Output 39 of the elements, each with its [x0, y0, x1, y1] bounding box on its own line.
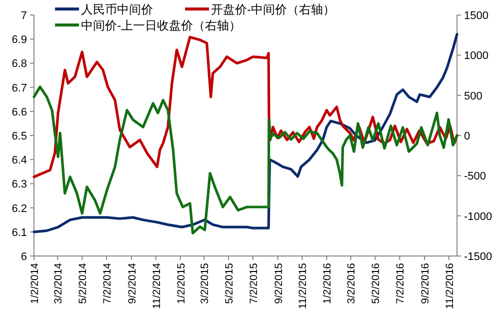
x-tick-label: 1/2/2016 — [322, 262, 334, 304]
x-tick-label: 1/2/2014 — [29, 262, 41, 304]
x-tick-label: 1/2/2015 — [175, 262, 188, 304]
x-tick-label: 9/2/2015 — [272, 262, 285, 304]
x-tick-label: 5/2/2016 — [370, 262, 382, 304]
x-tick-label: 9/2/2016 — [420, 262, 432, 304]
y2-tick-label: 0 — [464, 130, 470, 142]
y2-tick-label: -1000 — [464, 210, 492, 223]
x-tick-label: 3/2/2015 — [199, 262, 211, 304]
y-tick-label: 6.4 — [12, 154, 27, 167]
legend-label: 中间价-上一日收盘价（右轴） — [81, 18, 241, 32]
x-tick-label: 7/2/2016 — [394, 262, 407, 304]
legend-label: 人民币中间价 — [81, 2, 153, 16]
x-tick-label: 5/2/2014 — [77, 262, 90, 304]
y-tick-label: 6.6 — [12, 106, 27, 118]
y-tick-label: 6.3 — [12, 178, 27, 191]
y-tick-label: 6.9 — [12, 34, 27, 46]
x-tick-label: 7/2/2015 — [248, 262, 260, 304]
x-tick-label: 3/2/2016 — [346, 262, 358, 304]
y2-tick-label: -500 — [464, 170, 486, 183]
x-tick-label: 11/2/2015 — [297, 262, 310, 309]
y2-tick-label: -1500 — [464, 251, 492, 263]
x-tick-label: 9/2/2014 — [126, 262, 138, 304]
x-tick-label: 3/2/2014 — [52, 262, 65, 304]
x-tick-label: 7/2/2014 — [102, 262, 114, 304]
y-tick-label: 7 — [20, 10, 27, 22]
y-tick-label: 6.7 — [12, 82, 27, 94]
y2-tick-label: 500 — [464, 90, 482, 102]
x-tick-label: 11/2/2014 — [150, 262, 163, 309]
y-tick-label: 6.2 — [12, 202, 27, 215]
y-tick-label: 6.8 — [12, 58, 27, 70]
y-tick-label: 6 — [20, 251, 27, 263]
legend-label: 开盘价-中间价（右轴） — [211, 2, 335, 16]
x-tick-label: 11/2/2016 — [444, 262, 456, 309]
y-tick-label: 6.5 — [12, 130, 27, 142]
y2-tick-label: 1500 — [464, 10, 488, 22]
y-tick-label: 6.1 — [12, 226, 27, 239]
x-tick-label: 5/2/2015 — [223, 262, 236, 304]
y2-tick-label: 1000 — [464, 50, 488, 62]
